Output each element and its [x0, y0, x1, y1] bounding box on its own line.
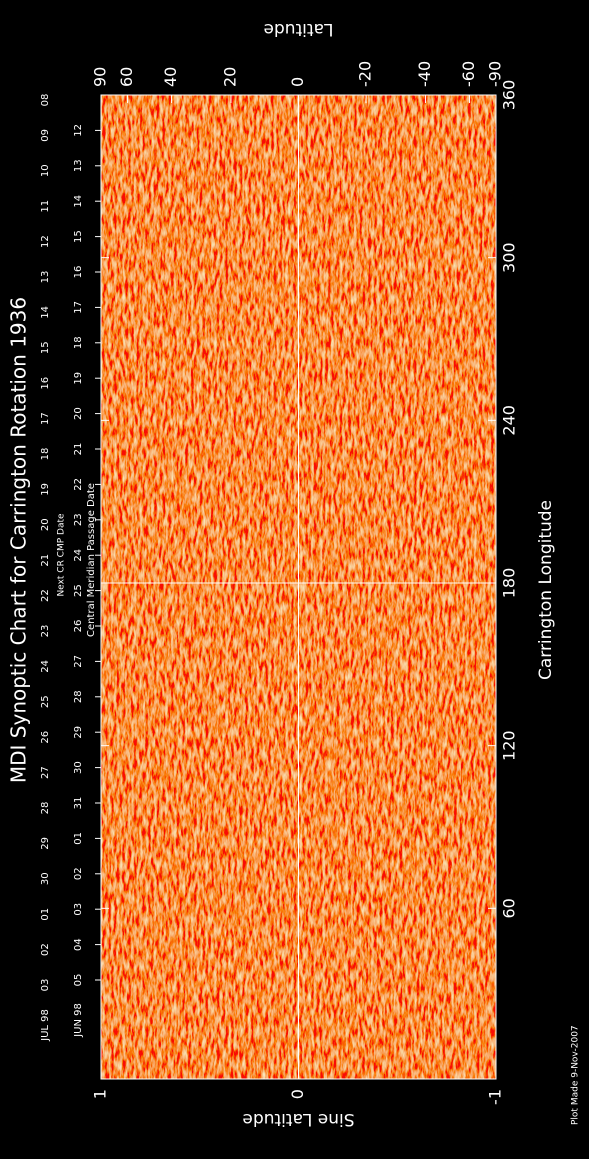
x-tick-label: 180 [500, 568, 519, 599]
date-tick-label: 19 [73, 372, 84, 385]
date-tick-label: 04 [73, 938, 84, 951]
date-tick-label: 21 [73, 443, 84, 456]
y2-tick-label: -90 [486, 61, 505, 87]
y2-tick-label: -60 [459, 61, 478, 87]
x-tick-label: 300 [500, 242, 519, 273]
date-tick-label: 20 [73, 407, 84, 420]
date-tick-label: 10 [40, 164, 51, 177]
date-tick-label: 30 [73, 761, 84, 774]
date-month-label: JUL 98 [40, 1009, 51, 1042]
date-tick-label: 31 [73, 797, 84, 810]
date-tick-label: 24 [73, 549, 84, 562]
date-tick-label: 02 [40, 943, 51, 956]
date-tick-label: 02 [73, 867, 84, 880]
date-tick-label: 23 [73, 513, 84, 526]
date-tick-label: 28 [73, 690, 84, 703]
y-tick-label: 0 [288, 1089, 307, 1099]
date-tick-label: 16 [40, 377, 51, 390]
date-tick-label: 05 [73, 974, 84, 987]
footnote: Plot Made 9-Nov-2007 [571, 1025, 581, 1125]
date-tick-label: 09 [40, 129, 51, 142]
date-tick-label: 23 [40, 625, 51, 638]
date-tick-label: 01 [40, 908, 51, 921]
y2-axis-label: Latitude [264, 19, 334, 39]
date-tick-label: 22 [73, 478, 84, 491]
date-tick-label: 28 [40, 802, 51, 815]
date-tick-label: 19 [40, 483, 51, 496]
date-tick-label: 08 [40, 94, 51, 107]
date-tick-label: 13 [73, 159, 84, 172]
y-tick-label: -1 [486, 1089, 505, 1105]
date-tick-label: 26 [73, 620, 84, 633]
date-row-caption: Central Meridian Passage Date [86, 483, 97, 637]
y2-tick-label: -20 [356, 61, 375, 87]
date-tick-label: 14 [73, 195, 84, 208]
y2-tick-label: 90 [91, 67, 110, 87]
page: {"chart_data": { "type": "synoptic", "ti… [0, 0, 589, 1159]
date-tick-label: 25 [40, 695, 51, 708]
chart-title: MDI Synoptic Chart for Carrington Rotati… [7, 297, 31, 783]
y2-tick-label: -40 [415, 61, 434, 87]
x-axis-label: Carrington Longitude [536, 500, 556, 680]
date-tick-label: 01 [73, 832, 84, 845]
y2-tick-label: 60 [117, 67, 136, 87]
date-tick-label: 25 [73, 584, 84, 597]
y2-tick-label: 0 [288, 77, 307, 87]
date-tick-label: 15 [73, 230, 84, 243]
date-tick-label: 17 [73, 301, 84, 314]
date-tick-label: 24 [40, 660, 51, 673]
chart: MDI Synoptic Chart for Carrington Rotati… [0, 0, 589, 1159]
date-tick-label: 21 [40, 554, 51, 567]
date-tick-label: 17 [40, 412, 51, 425]
y2-tick-label: 20 [220, 67, 239, 87]
date-tick-label: 12 [40, 235, 51, 248]
date-tick-label: 13 [40, 271, 51, 284]
date-tick-label: 29 [40, 837, 51, 850]
date-tick-label: 15 [40, 341, 51, 354]
date-tick-label: 22 [40, 589, 51, 602]
date-tick-label: 20 [40, 518, 51, 531]
date-tick-label: 27 [40, 766, 51, 779]
y-axis-label: Sine Latitude [242, 1109, 354, 1129]
date-tick-label: 27 [73, 655, 84, 668]
x-tick-label: 60 [500, 898, 519, 918]
date-tick-label: 14 [40, 306, 51, 319]
date-tick-label: 03 [73, 903, 84, 916]
date-tick-label: 03 [40, 979, 51, 992]
date-tick-label: 18 [73, 336, 84, 349]
x-tick-label: 120 [500, 730, 519, 761]
x-tick-label: 240 [500, 405, 519, 436]
date-tick-label: 18 [40, 448, 51, 461]
date-tick-label: 29 [73, 726, 84, 739]
date-month-label: JUN 98 [73, 1003, 84, 1038]
date-tick-label: 30 [40, 872, 51, 885]
y2-tick-label: 40 [161, 67, 180, 87]
y-tick-label: 1 [91, 1089, 110, 1099]
date-tick-label: 16 [73, 266, 84, 279]
date-tick-label: 26 [40, 731, 51, 744]
date-tick-label: 12 [73, 124, 84, 137]
date-row-caption: Next CR CMP Date [57, 513, 67, 597]
date-tick-label: 11 [40, 200, 51, 213]
